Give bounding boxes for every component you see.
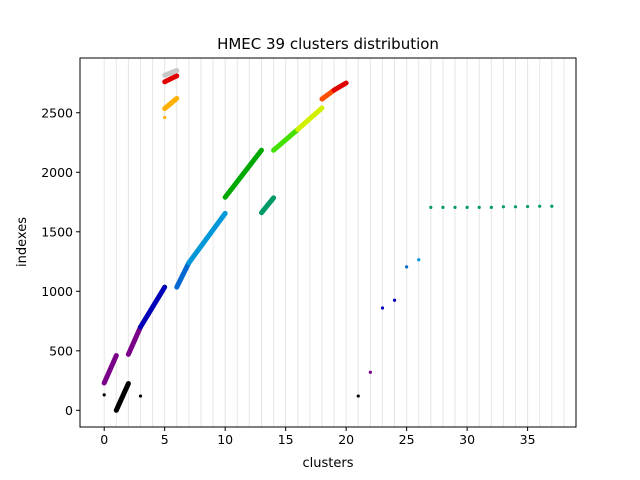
data-segment [101, 353, 119, 386]
y-axis: 0 500 1000 1500 2000 2500 [41, 105, 80, 418]
data-segment [162, 95, 180, 112]
data-segment [162, 73, 180, 85]
data-segment [113, 381, 131, 413]
data-point [465, 205, 469, 209]
x-axis: 0 5 10 15 20 25 30 35 [100, 427, 536, 447]
data-point [441, 205, 445, 209]
data-point [417, 258, 421, 262]
data-point [489, 205, 493, 209]
data-segment [271, 126, 301, 153]
data-point [138, 394, 143, 398]
x-axis-title: clusters [303, 456, 354, 471]
y-tick-label: 2000 [41, 165, 73, 180]
x-tick-label: 10 [217, 432, 233, 447]
data-marks [101, 67, 554, 413]
x-tick-label: 5 [161, 432, 169, 447]
x-tick-label: 35 [520, 432, 536, 447]
data-segment [137, 284, 168, 330]
x-tick-label: 25 [399, 432, 415, 447]
data-segment [222, 147, 264, 200]
data-point [368, 370, 372, 374]
data-point [453, 205, 457, 209]
data-point [102, 393, 106, 397]
data-point [392, 298, 397, 302]
data-segment [186, 210, 228, 266]
data-segment [162, 67, 180, 78]
data-segment [295, 105, 325, 132]
data-point [405, 265, 409, 269]
y-tick-label: 1500 [41, 224, 73, 239]
x-tick-label: 20 [338, 432, 354, 447]
data-point [380, 306, 385, 310]
data-segment [319, 87, 337, 102]
grid-lines [103, 58, 565, 427]
y-tick-label: 1000 [41, 284, 73, 299]
x-tick-label: 30 [459, 432, 475, 447]
data-point [538, 204, 542, 208]
chart-title: HMEC 39 clusters distribution [217, 35, 439, 53]
plot-frame [79, 57, 577, 428]
data-segment [258, 195, 277, 216]
data-point [429, 205, 433, 209]
y-tick-label: 500 [49, 343, 73, 358]
data-segment [174, 260, 192, 290]
data-point [550, 204, 554, 208]
x-tick-label: 0 [100, 432, 108, 447]
data-segment [125, 324, 143, 357]
data-segment [331, 80, 349, 93]
y-tick-label: 2500 [41, 105, 73, 120]
data-point [526, 204, 530, 209]
data-point [163, 115, 167, 120]
data-point [513, 205, 518, 209]
data-point [501, 205, 506, 209]
x-tick-label: 15 [278, 432, 294, 447]
data-point [477, 205, 481, 209]
data-point [356, 394, 360, 398]
y-axis-title: indexes [15, 217, 30, 267]
y-tick-label: 0 [65, 403, 73, 418]
